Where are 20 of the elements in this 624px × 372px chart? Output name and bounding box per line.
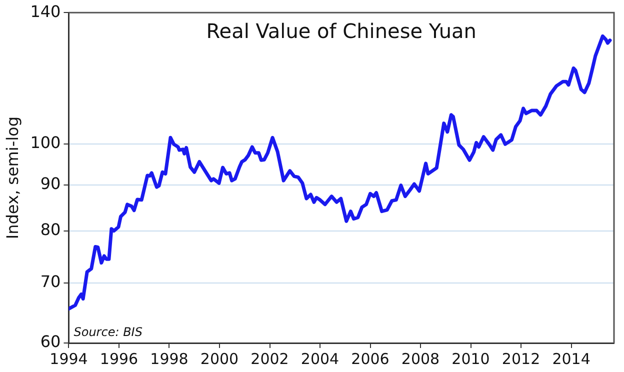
x-tick-label: 1996: [100, 350, 138, 368]
chart-title: Real Value of Chinese Yuan: [206, 18, 476, 43]
y-tick-label: 70: [40, 272, 61, 292]
y-tick-label: 60: [40, 332, 61, 352]
y-tick-label: 80: [40, 220, 61, 239]
y-tick-label: 140: [30, 2, 61, 21]
x-tick-label: 2010: [452, 350, 490, 368]
x-tick-label: 1994: [50, 350, 88, 368]
x-tick-label: 2008: [401, 350, 440, 368]
x-tick-label: 2002: [250, 350, 289, 368]
x-tick-label: 2006: [351, 350, 390, 368]
y-axis-title: Index, semi-log: [2, 116, 22, 240]
x-tick-label: 2004: [300, 350, 340, 368]
annotation: Source: BIS: [74, 325, 143, 340]
x-tick-label: 1998: [150, 350, 188, 368]
y-tick-label: 90: [40, 174, 61, 194]
x-tick-label: 2014: [552, 350, 590, 368]
x-tick-label: 2000: [200, 350, 239, 368]
y-tick-label: 100: [30, 132, 61, 152]
x-tick-label: 2012: [502, 350, 540, 368]
